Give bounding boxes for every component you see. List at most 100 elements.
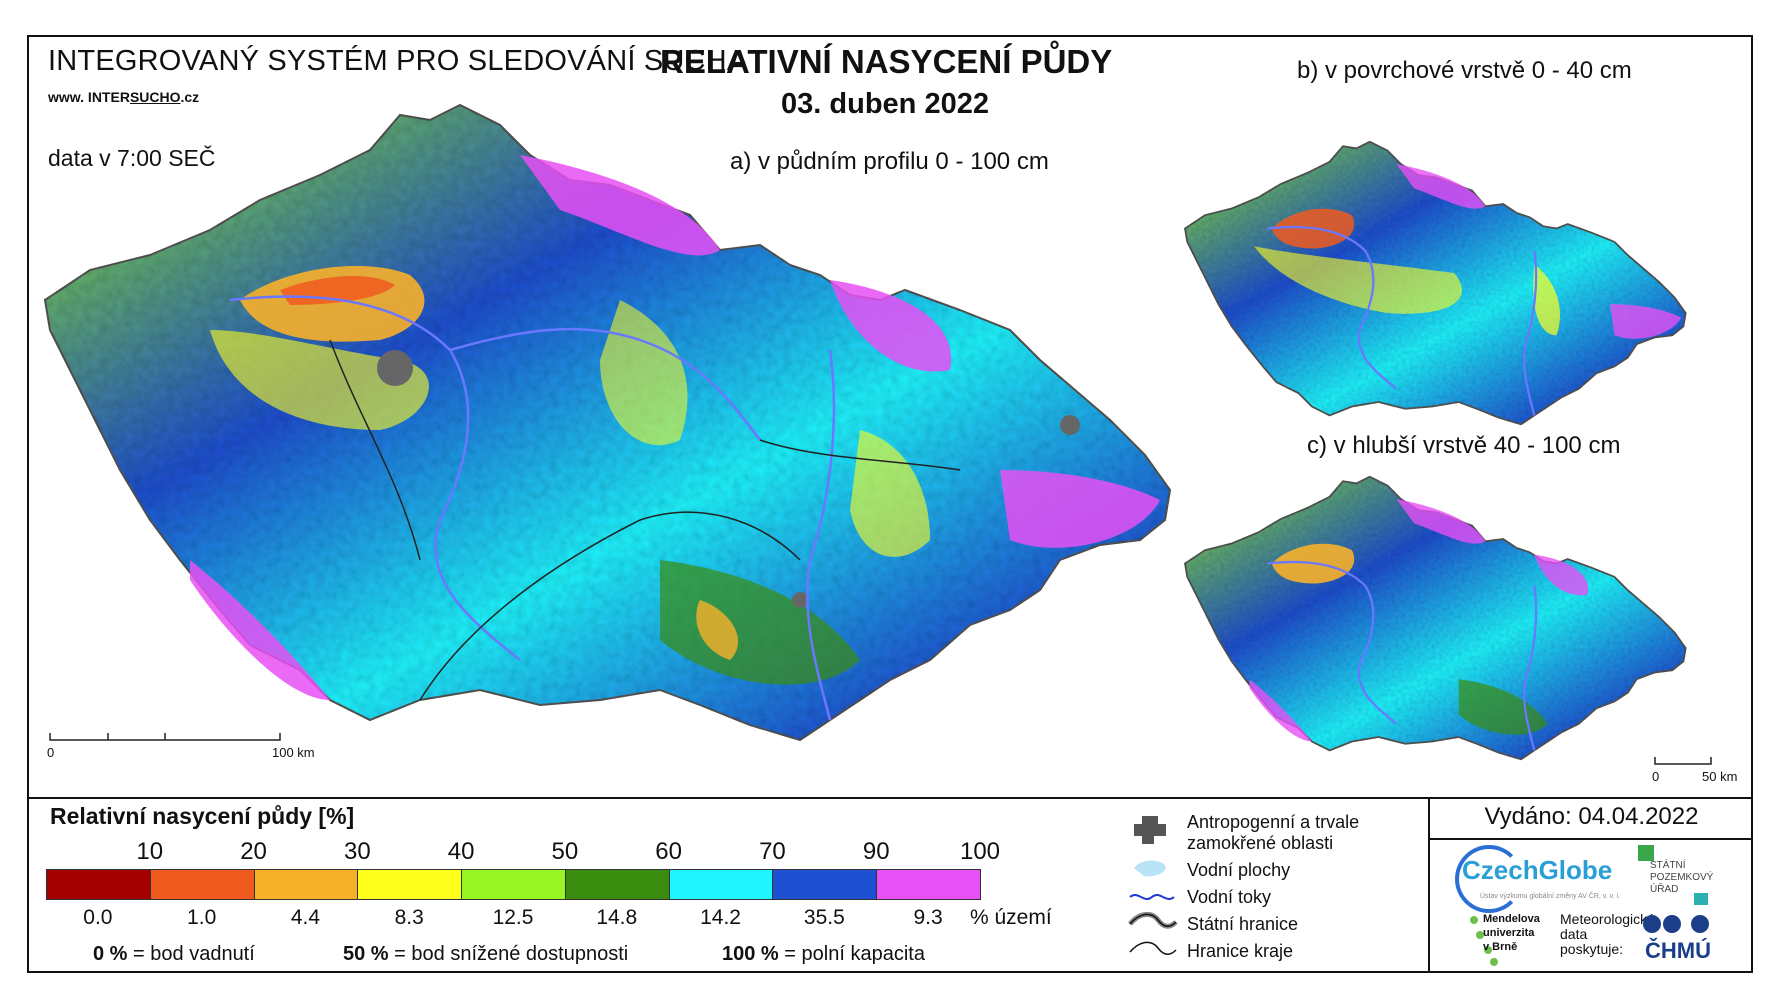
map-b-saturated-north [1396, 163, 1486, 209]
legend-tick: 50 [551, 838, 579, 865]
river-vltava [229, 295, 521, 661]
spu-line-2: POZEMKOVÝ [1650, 872, 1714, 883]
spu-logo: STÁTNÍ POZEMKOVÝ ÚŘAD [1650, 860, 1713, 896]
urban-area-ostrava [1060, 415, 1080, 435]
region-border-2 [329, 339, 421, 561]
mendel-line-2: univerzita [1483, 927, 1535, 939]
mendel-line-1: Mendelova [1483, 913, 1540, 925]
legend-water-bodies: Vodní plochy [1187, 860, 1291, 880]
footer-vertical-separator [1428, 797, 1430, 973]
czechglobe-subtitle: Ústav výzkumu globální změny AV ČR, v. v… [1480, 893, 1621, 900]
anthropogenic-area-icon [1134, 816, 1166, 844]
map-b [1184, 140, 1687, 426]
spu-line-3: ÚŘAD [1650, 884, 1679, 895]
map-date: 03. duben 2022 [781, 88, 989, 120]
saturated-area-east [1000, 470, 1160, 548]
legend-swatch [564, 869, 670, 900]
map-b-river-east [1523, 250, 1538, 416]
legend-share: 0.0 [83, 906, 113, 929]
definition-100-text: = polní kapacita [784, 943, 925, 965]
definition-0-value: 0 % [93, 943, 128, 965]
definition-0-text: = bod vadnutí [133, 943, 255, 965]
legend-share: 9.3 [913, 906, 943, 929]
legend-swatch [253, 869, 359, 900]
meteo-data-credit: Meteorologická data poskytuje: [1560, 912, 1655, 957]
footer-horizontal-separator [1428, 838, 1753, 840]
website-link[interactable]: www. INTERSUCHO.cz [48, 89, 199, 105]
legend-share: 12.5 [492, 906, 534, 929]
region-border-3 [759, 439, 961, 471]
dry-area-south [696, 600, 739, 660]
river-morava [806, 349, 836, 721]
urban-area-prague [377, 350, 413, 386]
stream-icon [1129, 894, 1175, 900]
spu-line-1: STÁTNÍ [1650, 860, 1686, 871]
saturated-area-northeast [830, 280, 952, 372]
legend-streams: Vodní toky [1187, 887, 1272, 907]
moderate-area-central [600, 300, 688, 446]
data-time: data v 7:00 SEČ [48, 145, 216, 171]
spu-logo-icon-2 [1694, 893, 1708, 905]
legend-tick: 10 [136, 838, 164, 865]
mendel-dot-1 [1470, 916, 1478, 924]
legend-swatch [46, 869, 151, 900]
scale-small-zero: 0 [1652, 769, 1660, 784]
mendel-line-3: v Brně [1483, 941, 1518, 953]
map-c-river [1267, 560, 1398, 725]
legend-tick: 90 [862, 838, 890, 865]
mendel-dot-3 [1484, 946, 1492, 954]
region-border-icon [1129, 941, 1177, 955]
saturated-area-southwest [190, 560, 330, 700]
map-c-river-east [1523, 585, 1538, 751]
saturated-area-north [520, 155, 720, 256]
map-c-label: c) v hlubší vrstvě 40 - 100 cm [1307, 432, 1621, 459]
meteo-line-2: data [1560, 926, 1588, 942]
legend-swatch [668, 869, 774, 900]
legend-separator [27, 797, 1753, 799]
issued-date: Vydáno: 04.04.2022 [1484, 803, 1699, 830]
map-c-green-south [1458, 679, 1548, 735]
url-suffix: .cz [180, 89, 200, 105]
soil-saturation-maps [44, 104, 1712, 765]
map-c-saturated-northeast [1534, 554, 1589, 596]
map-c [1184, 475, 1687, 761]
legend-swatch [357, 869, 463, 900]
scale-bar-main [49, 733, 281, 741]
definition-100-value: 100 % [722, 943, 779, 965]
map-a-label: a) v půdním profilu 0 - 100 cm [730, 148, 1049, 175]
chmu-logo: ČHMÚ [1645, 938, 1711, 963]
map-a [44, 104, 1171, 741]
mendel-logo: Mendelova univerzita v Brně [1483, 912, 1540, 954]
south-moravia-area [660, 560, 860, 685]
mendel-dot-2 [1476, 931, 1484, 939]
legend-anthropogenic-2: zamokřené oblasti [1187, 833, 1334, 853]
scale-main-end: 100 km [272, 745, 315, 760]
meteo-line-1: Meteorologická [1560, 911, 1655, 927]
region-border-1 [419, 511, 801, 701]
chmu-logo-icon [1643, 915, 1709, 933]
scale-bar-small [1654, 757, 1712, 765]
moderate-area-east [850, 430, 930, 557]
legend-swatch [461, 869, 566, 900]
map-title: RELATIVNÍ NASYCENÍ PŮDY [660, 43, 1113, 80]
definition-0: 0 % = bod vadnutí [93, 943, 255, 966]
legend-region-border: Hranice kraje [1187, 941, 1294, 961]
legend-share: 14.8 [596, 906, 638, 929]
url-prefix: www. INTER [48, 89, 130, 105]
share-unit: % území [970, 906, 1052, 929]
legend-tick: 30 [343, 838, 371, 865]
legend-anthropogenic: Antropogenní a trvale [1187, 812, 1360, 832]
map-c-saturated-southwest [1249, 679, 1312, 742]
legend-tick: 70 [759, 838, 786, 865]
map-b-label: b) v povrchové vrstvě 0 - 40 cm [1297, 57, 1632, 84]
definition-50: 50 % = bod snížené dostupnosti [343, 943, 628, 966]
legend-share: 8.3 [394, 906, 424, 929]
definition-50-value: 50 % [343, 943, 389, 965]
legend-tick: 100 [959, 838, 1001, 865]
system-name: INTEGROVANÝ SYSTÉM PRO SLEDOVÁNÍ SUCHA [48, 45, 747, 77]
url-mid: SUCHO [129, 89, 181, 105]
map-b-saturated-east [1610, 304, 1682, 339]
legend-swatch [149, 869, 255, 900]
legend-share: 35.5 [803, 906, 845, 929]
czechglobe-logo: CzechGlobe [1462, 855, 1613, 885]
